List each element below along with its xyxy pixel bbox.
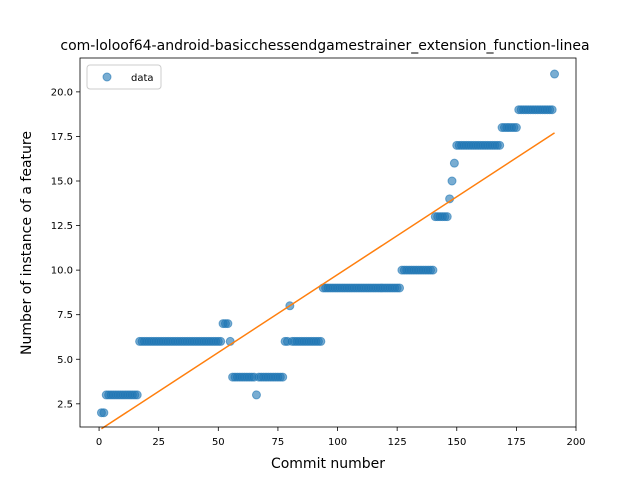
x-tick-label: 0	[96, 437, 102, 448]
y-tick-label: 12.5	[51, 221, 73, 232]
data-point	[216, 336, 226, 346]
x-tick-label: 200	[566, 437, 585, 448]
x-tick-label: 50	[212, 437, 225, 448]
x-tick-label: 125	[388, 437, 407, 448]
data-point	[442, 212, 452, 222]
y-tick-label: 20.0	[51, 87, 73, 98]
y-tick-label: 15.0	[51, 177, 73, 188]
legend-label: data	[131, 73, 154, 84]
data-point	[316, 336, 326, 346]
y-axis-label: Number of instance of a feature	[19, 131, 35, 355]
data-point	[447, 176, 457, 186]
data-point	[449, 158, 459, 168]
data-point	[251, 390, 261, 400]
y-tick-label: 10.0	[51, 266, 73, 277]
data-point	[278, 372, 288, 382]
axes: 0 25 50 75 100 125 150 175 200 2.5 5.0 7.5 10.0 12.5 1…	[51, 57, 586, 448]
y-tick-label: 2.5	[57, 399, 73, 410]
chart-title: com-loloof64-android-basicchessendgamest…	[60, 38, 589, 54]
x-tick-label: 100	[328, 437, 347, 448]
y-tick-label: 17.5	[51, 132, 73, 143]
data-point	[99, 408, 109, 418]
plot-area	[96, 69, 560, 430]
y-tick-label: 5.0	[57, 355, 73, 366]
x-tick-label: 75	[272, 437, 285, 448]
data-point	[223, 319, 233, 329]
x-tick-label: 150	[447, 437, 466, 448]
data-point	[495, 140, 505, 150]
legend-marker	[102, 72, 112, 82]
trend-line	[101, 132, 555, 430]
legend: data	[86, 64, 162, 90]
y-tick-label: 7.5	[57, 310, 73, 321]
data-point	[132, 390, 142, 400]
x-axis-label: Commit number	[271, 456, 385, 472]
data-point	[395, 283, 405, 293]
x-tick-label: 25	[152, 437, 165, 448]
x-tick-label: 175	[507, 437, 526, 448]
data-point	[511, 123, 521, 133]
axes-frame	[79, 57, 577, 428]
data-point	[547, 105, 557, 115]
data-point	[428, 265, 438, 275]
legend-box	[86, 64, 162, 90]
data-point	[550, 69, 560, 79]
